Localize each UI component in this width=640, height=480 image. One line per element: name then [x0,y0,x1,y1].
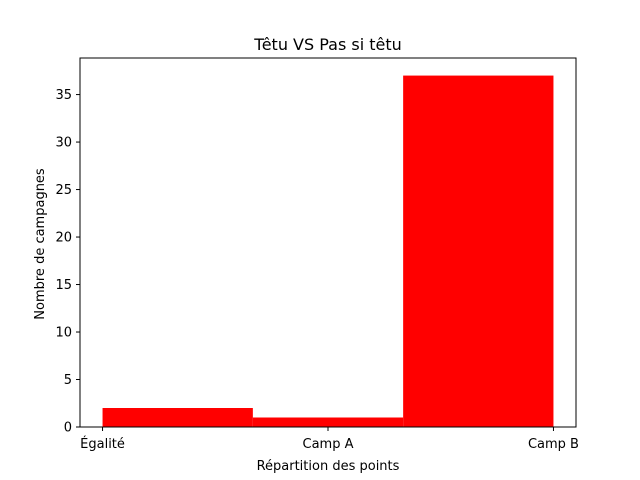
histogram-bar-1 [252,417,404,427]
y-tick-label: 30 [55,136,72,151]
x-axis-label: Répartition des points [257,459,400,474]
y-tick-label: 25 [55,183,72,198]
histogram-bar-2 [403,75,554,428]
y-tick-label: 10 [55,326,72,341]
y-tick-label: 35 [55,88,72,103]
x-tick-label: Camp B [528,437,579,452]
chart-title: Têtu VS Pas si têtu [253,35,402,54]
histogram-bar-0 [102,408,253,427]
axes-group: 0 5 10 15 20 25 30 35 Égalité Camp A Camp B [55,57,579,452]
y-tick-label: 15 [55,278,72,293]
y-tick-label: 5 [64,373,72,388]
x-tick-label: Égalité [80,436,125,452]
y-axis-label: Nombre de campagnes [33,168,48,320]
y-tick-label: 20 [55,231,72,246]
bars-group [102,75,554,428]
x-tick-label: Camp A [303,437,354,452]
y-tick-label: 0 [64,421,72,436]
